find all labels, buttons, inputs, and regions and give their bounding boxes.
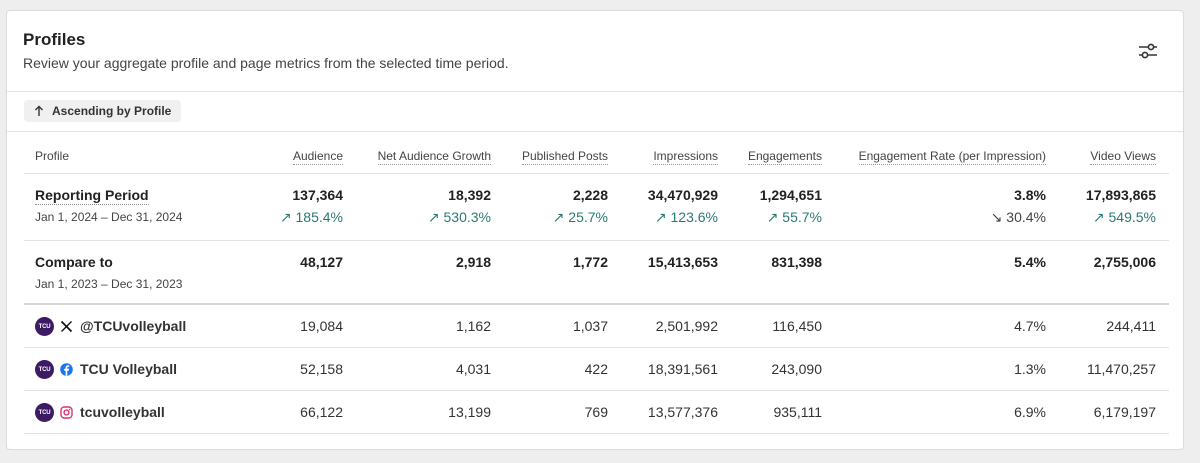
profile-impressions: 13,577,376 (647, 404, 718, 420)
profile-engagements: 243,090 (771, 361, 822, 377)
profiles-card: Profiles Review your aggregate profile a… (6, 10, 1184, 450)
divider (7, 131, 1183, 132)
divider (24, 240, 1169, 241)
profile-rate: 1.3% (1014, 361, 1046, 377)
page-title: Profiles (23, 30, 86, 49)
x-icon (60, 320, 73, 333)
divider (24, 303, 1169, 305)
col-audience[interactable]: Audience (292, 149, 343, 165)
trend-up-icon: ↗ (552, 209, 569, 225)
arrow-up-icon (35, 105, 43, 116)
reporting-audience: 137,364 (292, 187, 343, 203)
reporting-published: 2,228 (572, 187, 608, 203)
avatar: TCU (35, 317, 54, 336)
col-profile[interactable]: Profile (35, 149, 70, 163)
divider (24, 173, 1169, 174)
page-subtitle: Review your aggregate profile and page m… (23, 55, 509, 71)
reporting-engagements-change: ↗ 55.7% (766, 209, 822, 225)
profile-audience: 66,122 (300, 404, 343, 420)
reporting-impressions: 34,470,929 (647, 187, 718, 203)
profile-video: 11,470,257 (1086, 361, 1156, 377)
reporting-published-change: ↗ 25.7% (552, 209, 608, 225)
card-header: Profiles Review your aggregate profile a… (7, 11, 1183, 92)
profile-rate: 4.7% (1014, 318, 1046, 334)
profile-published: 769 (584, 404, 608, 420)
profile-video: 6,179,197 (1093, 404, 1156, 420)
compare-audience: 48,127 (300, 254, 343, 270)
divider (24, 390, 1169, 391)
trend-up-icon: ↗ (427, 209, 444, 225)
reporting-rate: 3.8% (1014, 187, 1046, 203)
profile-engagements: 116,450 (772, 318, 822, 334)
sort-button[interactable]: Ascending by Profile (24, 100, 182, 122)
profile-name: TCU Volleyball (80, 361, 177, 377)
profile-rate: 6.9% (1014, 404, 1046, 420)
trend-up-icon: ↗ (279, 209, 296, 225)
compare-label: Compare to (35, 254, 113, 270)
sliders-icon (1139, 43, 1157, 59)
col-net-audience-growth[interactable]: Net Audience Growth (377, 149, 491, 165)
profile-engagements: 935,111 (773, 404, 822, 420)
reporting-period-dates: Jan 1, 2024 – Dec 31, 2024 (35, 210, 183, 224)
reporting-net-growth: 18,392 (448, 187, 491, 203)
col-engagement-rate[interactable]: Engagement Rate (per Impression) (858, 149, 1046, 165)
reporting-rate-change: ↘ 30.4% (990, 209, 1046, 225)
profile-impressions: 18,391,561 (647, 361, 718, 377)
reporting-engagements: 1,294,651 (759, 187, 822, 203)
profile-net-growth: 13,199 (448, 404, 491, 420)
divider (24, 433, 1169, 434)
sort-label: Ascending by Profile (52, 104, 172, 118)
avatar: TCU (35, 403, 54, 422)
profile-audience: 19,084 (300, 318, 343, 334)
reporting-video: 17,893,865 (1085, 187, 1156, 203)
profile-name: tcuvolleyball (80, 404, 165, 420)
col-impressions[interactable]: Impressions (653, 149, 718, 165)
compare-net-growth: 2,918 (455, 254, 491, 270)
compare-dates: Jan 1, 2023 – Dec 31, 2023 (35, 277, 183, 291)
profile-net-growth: 1,162 (455, 318, 491, 334)
col-published-posts[interactable]: Published Posts (521, 149, 608, 165)
reporting-video-change: ↗ 549.5% (1092, 209, 1156, 225)
reporting-period-label[interactable]: Reporting Period (35, 187, 149, 205)
avatar: TCU (35, 360, 54, 379)
trend-down-icon: ↘ (990, 209, 1007, 225)
compare-published: 1,772 (572, 254, 608, 270)
profile-impressions: 2,501,992 (655, 318, 718, 334)
profile-video: 244,411 (1106, 318, 1156, 334)
col-engagements[interactable]: Engagements (747, 149, 822, 165)
reporting-audience-change: ↗ 185.4% (279, 209, 343, 225)
profile-published: 422 (584, 361, 608, 377)
reporting-impressions-change: ↗ 123.6% (654, 209, 718, 225)
divider (24, 347, 1169, 348)
facebook-icon (60, 363, 73, 376)
compare-impressions: 15,413,653 (647, 254, 718, 270)
instagram-icon (60, 406, 73, 419)
profile-net-growth: 4,031 (455, 361, 491, 377)
trend-up-icon: ↗ (766, 209, 783, 225)
col-video-views[interactable]: Video Views (1090, 149, 1156, 165)
compare-rate: 5.4% (1014, 254, 1046, 270)
reporting-net-growth-change: ↗ 530.3% (427, 209, 491, 225)
compare-engagements: 831,398 (771, 254, 822, 270)
trend-up-icon: ↗ (1092, 209, 1109, 225)
profile-published: 1,037 (572, 318, 608, 334)
filter-settings-button[interactable] (1135, 38, 1161, 64)
profile-audience: 52,158 (300, 361, 343, 377)
profile-name: @TCUvolleyball (80, 318, 187, 334)
compare-video: 2,755,006 (1093, 254, 1156, 270)
trend-up-icon: ↗ (654, 209, 671, 225)
